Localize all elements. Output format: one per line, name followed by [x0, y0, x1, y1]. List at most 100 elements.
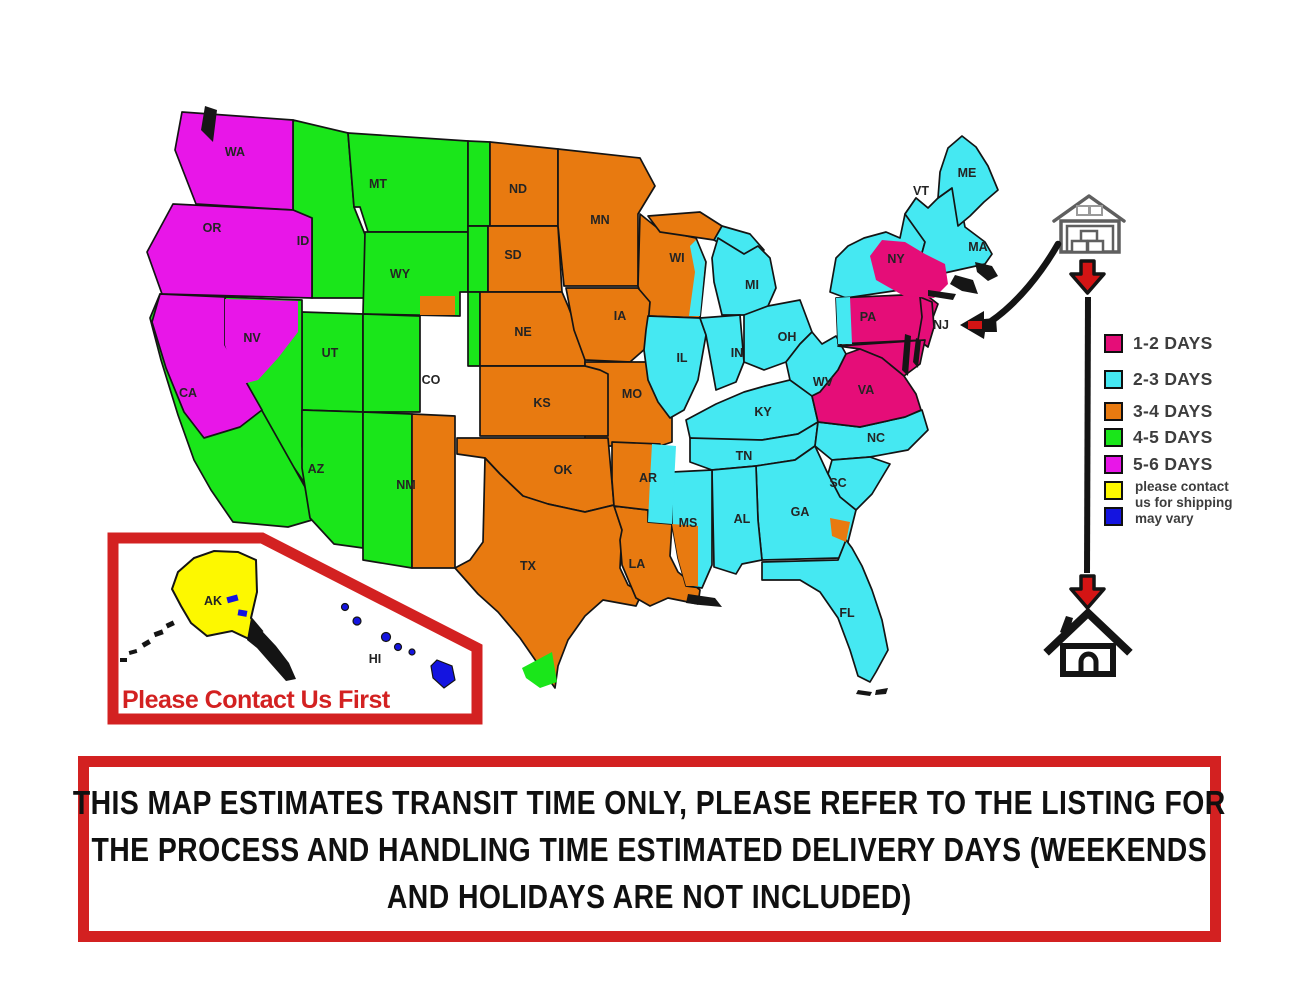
state-in [699, 314, 745, 391]
long-island [928, 290, 956, 300]
state-label-ga: GA [791, 505, 810, 519]
inset-box: AK HI Please Contact Us First [107, 532, 483, 725]
state-label-tn: TN [736, 449, 753, 463]
legend-swatch-2-3 [1104, 370, 1123, 389]
state-label-ne: NE [514, 325, 531, 339]
state-label-la: LA [629, 557, 646, 571]
state-va [811, 348, 922, 428]
origin-arrow-red-core [968, 321, 982, 329]
region-wy-southeast [420, 296, 455, 315]
ak-lake-2 [237, 609, 248, 617]
state-me [937, 135, 999, 227]
state-co-west [362, 313, 421, 413]
state-label-mn: MN [590, 213, 609, 227]
boston-coast [950, 275, 978, 294]
legend-item-4-5-days: 4-5 DAYS [1104, 427, 1213, 448]
state-al [711, 465, 763, 575]
region-wi-east-strip [689, 240, 705, 316]
state-mt [347, 132, 469, 233]
state-nd-west [467, 140, 491, 227]
cape-cod [975, 262, 998, 281]
state-label-ny: NY [887, 252, 905, 266]
state-label-ky: KY [754, 405, 772, 419]
state-ut [301, 311, 364, 413]
state-label-fl: FL [839, 606, 855, 620]
disclaimer-line-2: THE PROCESS AND HANDLING TIME ESTIMATED … [91, 830, 1208, 868]
inset-note-text: Please Contact Us First [122, 686, 391, 714]
state-label-va: VA [858, 383, 874, 397]
state-label-nv: NV [243, 331, 261, 345]
state-label-nm: NM [396, 478, 415, 492]
state-label-mo: MO [622, 387, 642, 401]
state-nm-east [411, 413, 456, 569]
state-label-ar: AR [639, 471, 657, 485]
disclaimer-line-1: THIS MAP ESTIMATES TRANSIT TIME ONLY, PL… [73, 783, 1226, 821]
legend-swatch-1-2 [1104, 334, 1123, 353]
florida-keys [856, 690, 872, 696]
state-sd-east [487, 225, 563, 293]
state-hi [340, 602, 456, 689]
region-ms-southwest [672, 524, 698, 586]
florida-keys-2 [875, 688, 888, 695]
state-label-or: OR [203, 221, 222, 235]
state-label-wv: WV [813, 375, 834, 389]
transit-line [1084, 296, 1091, 574]
legend-small-text: please contact us for shipping may vary [1135, 479, 1233, 527]
state-label-az: AZ [308, 462, 325, 476]
state-label-me: ME [958, 166, 977, 180]
state-sd-west [467, 225, 489, 293]
state-tx [454, 457, 643, 689]
delaware-bay [913, 338, 921, 368]
state-nj [917, 296, 935, 348]
state-label-mt: MT [369, 177, 387, 191]
state-label-co: CO [422, 373, 441, 387]
legend-item-1-2-days: 1-2 DAYS [1104, 333, 1213, 354]
legend: 1-2 DAYS 2-3 DAYS 3-4 DAYS 4-5 DAYS 5-6 … [1104, 333, 1294, 543]
state-label-il: IL [676, 351, 687, 365]
state-label-sc: SC [829, 476, 846, 490]
state-label-wy: WY [390, 267, 411, 281]
state-az [301, 409, 364, 549]
state-label-oh: OH [778, 330, 797, 344]
legend-item-5-6-days: 5-6 DAYS [1104, 454, 1213, 475]
state-label-sd: SD [504, 248, 521, 262]
region-ar-east [648, 444, 676, 524]
warehouse-icon [1052, 194, 1126, 254]
region-pa-west-strip [836, 297, 852, 344]
state-label-wi: WI [669, 251, 684, 265]
house-icon [1043, 607, 1133, 677]
state-label-id: ID [297, 234, 310, 248]
state-label-ia: IA [614, 309, 627, 323]
region-ny-southeast [870, 240, 948, 298]
state-ia [565, 287, 651, 363]
state-labels: WA OR CA NV ID MT WY UT AZ CO NM ND SD N… [179, 145, 988, 620]
state-label-al: AL [734, 512, 751, 526]
state-ks [479, 365, 609, 437]
state-fl [761, 539, 889, 683]
legend-label: 2-3 DAYS [1133, 369, 1213, 389]
legend-item-2-3-days: 2-3 DAYS [1104, 369, 1213, 390]
legend-swatch-3-4 [1104, 402, 1123, 421]
state-label-mi: MI [745, 278, 759, 292]
down-arrow-icon-bottom [1069, 574, 1106, 610]
state-label-tx: TX [520, 559, 537, 573]
legend-swatch-may-vary [1104, 507, 1123, 526]
state-label-ok: OK [554, 463, 573, 477]
legend-label-contact-line1: please contact [1135, 479, 1229, 494]
state-label-ca: CA [179, 386, 197, 400]
state-label-nd: ND [509, 182, 527, 196]
state-label-ks: KS [533, 396, 550, 410]
route-curve-to-nj [986, 240, 1062, 326]
legend-swatch-5-6 [1104, 455, 1123, 474]
disclaimer-text: THIS MAP ESTIMATES TRANSIT TIME ONLY, PL… [73, 779, 1226, 920]
legend-label-contact-line2: us for shipping [1135, 495, 1233, 510]
state-label-pa: PA [860, 310, 876, 324]
state-label-nc: NC [867, 431, 885, 445]
aleutian-islands [120, 620, 175, 662]
puget-sound [201, 106, 217, 142]
legend-item-3-4-days: 3-4 DAYS [1104, 401, 1213, 422]
state-label-in: IN [731, 346, 744, 360]
legend-label-may-vary: may vary [1135, 511, 1194, 526]
